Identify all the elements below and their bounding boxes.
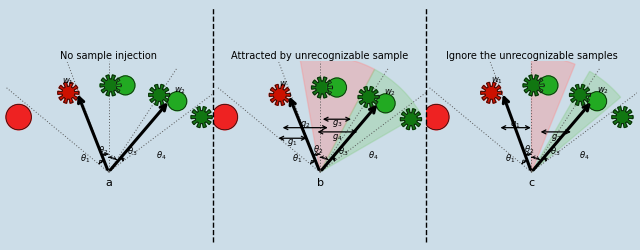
Text: $\theta_2$: $\theta_2$ [98, 144, 108, 156]
Polygon shape [523, 76, 544, 96]
Polygon shape [148, 85, 170, 106]
Text: b: b [317, 177, 323, 187]
Circle shape [116, 76, 135, 96]
Text: $\theta_4$: $\theta_4$ [156, 149, 166, 162]
Polygon shape [612, 107, 633, 128]
Text: $\theta_3$: $\theta_3$ [338, 145, 349, 158]
Text: $\theta_1$: $\theta_1$ [505, 152, 515, 164]
Text: $w_1$: $w_1$ [62, 77, 74, 87]
Text: $g_2$: $g_2$ [300, 118, 310, 130]
Text: a: a [105, 177, 112, 187]
Text: $\theta_2$: $\theta_2$ [313, 143, 323, 156]
Text: $g_2$: $g_2$ [550, 131, 561, 142]
Circle shape [168, 92, 187, 111]
Text: $w_2$: $w_2$ [597, 85, 609, 96]
Polygon shape [269, 85, 291, 106]
Text: $\theta_3$: $\theta_3$ [550, 145, 560, 158]
Text: $\theta_3$: $\theta_3$ [127, 145, 137, 158]
Text: $g_1$: $g_1$ [287, 136, 298, 147]
Text: $w$: $w$ [278, 79, 287, 88]
Circle shape [539, 76, 558, 96]
Circle shape [588, 92, 607, 111]
Text: $\theta_4$: $\theta_4$ [367, 149, 378, 162]
Text: c: c [529, 177, 534, 187]
Polygon shape [401, 109, 422, 130]
Text: $\theta_2$: $\theta_2$ [524, 143, 534, 156]
Polygon shape [191, 107, 212, 128]
Title: Ignore the unrecognizable samples: Ignore the unrecognizable samples [445, 51, 618, 61]
Title: Attracted by unrecognizable sample: Attracted by unrecognizable sample [232, 51, 408, 61]
Circle shape [424, 105, 449, 130]
Circle shape [376, 94, 395, 114]
Text: $\theta_4$: $\theta_4$ [579, 149, 589, 162]
Polygon shape [58, 83, 79, 104]
Text: $g_4$: $g_4$ [332, 131, 342, 142]
Title: No sample injection: No sample injection [60, 51, 157, 61]
Polygon shape [481, 83, 502, 104]
Text: $\theta_1$: $\theta_1$ [292, 152, 302, 164]
Polygon shape [320, 70, 420, 172]
Polygon shape [531, 72, 621, 172]
Polygon shape [531, 56, 575, 172]
Polygon shape [300, 56, 374, 172]
Circle shape [212, 105, 237, 130]
Polygon shape [312, 78, 333, 98]
Text: $w_2$: $w_2$ [175, 85, 186, 96]
Text: $g_3$: $g_3$ [332, 118, 342, 128]
Polygon shape [100, 76, 121, 96]
Polygon shape [570, 85, 591, 106]
Text: $w_1$: $w_1$ [491, 76, 502, 86]
Polygon shape [358, 87, 380, 108]
Circle shape [328, 79, 346, 98]
Circle shape [6, 105, 31, 130]
Text: $g_1$: $g_1$ [510, 118, 521, 130]
Text: $w_2$: $w_2$ [384, 87, 396, 98]
Text: $\theta_1$: $\theta_1$ [80, 152, 90, 164]
